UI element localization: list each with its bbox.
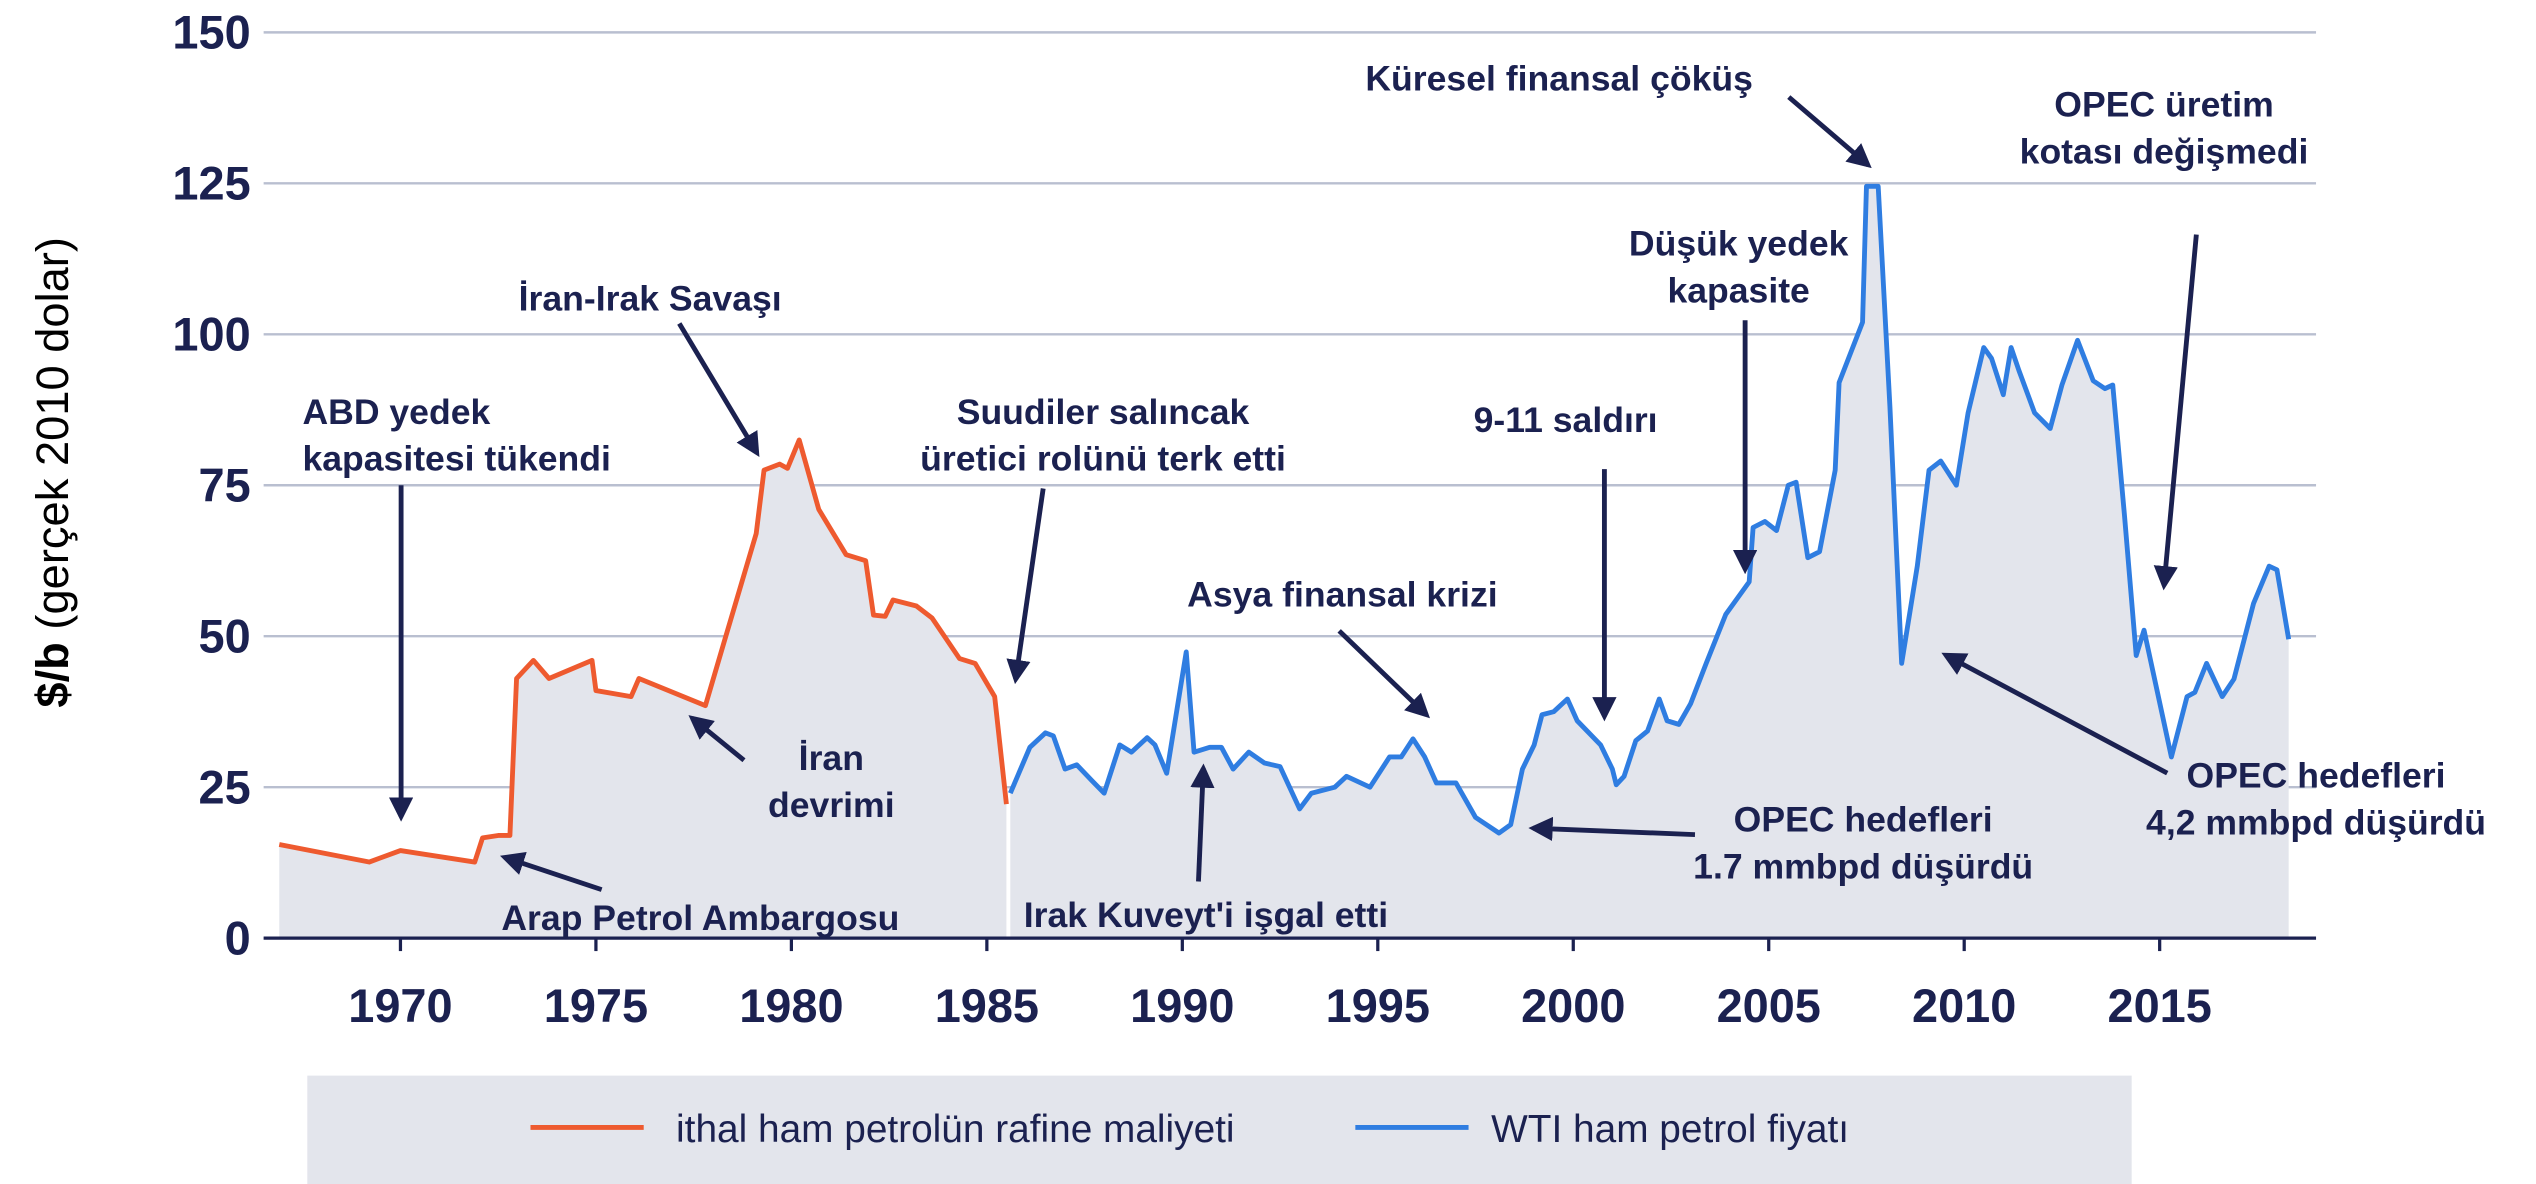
annotation: 9-11 saldırı [1474,400,1658,440]
x-tick-label: 1980 [739,980,843,1032]
annotation: İran [799,738,864,778]
annotation: kotası değişmedi [2020,131,2309,171]
annotation-arrow [1190,763,1215,882]
y-tick-label: 25 [199,761,251,813]
annotation: 4,2 mmbpd düşürdü [2146,803,2486,843]
x-tick-label: 2010 [1912,980,2016,1032]
legend-label: WTI ham petrol fiyatı [1491,1108,1849,1151]
annotation: ABD yedek [302,392,490,432]
line [1008,183,2292,836]
x-tick-label: 1975 [544,980,648,1032]
annotation-arrow [2153,234,2199,591]
annotation: devrimi [768,785,895,825]
annotation-arrow [1787,95,1872,169]
legend-label: ithal ham petrolün rafine maliyeti [676,1108,1235,1151]
area [1010,186,2289,939]
line [278,437,1009,865]
y-tick-label: 0 [225,912,251,964]
annotation: 1.7 mmbpd düşürdü [1693,846,2033,886]
annotation-arrow [677,322,760,458]
x-tick-label: 1990 [1130,980,1234,1032]
annotation-arrow [1337,629,1430,719]
y-tick-label: 125 [172,157,250,209]
area [279,439,1007,939]
y-tick-label: 50 [199,610,251,662]
x-tick-label: 2015 [2108,980,2212,1032]
y-axis-unit: $/b [27,642,78,707]
annotation: OPEC hedefleri [2187,756,2446,796]
annotation-arrow [1006,488,1046,685]
annotation: üretici rolünü terk etti [920,439,1286,479]
annotation-arrow [688,715,746,763]
annotation: kapasitesi tükendi [302,439,610,479]
x-tick-label: 1995 [1326,980,1430,1032]
x-tick-label: 2000 [1521,980,1625,1032]
y-tick-label: 100 [172,308,250,360]
y-tick-label: 75 [199,459,251,511]
annotation: Irak Kuveyt'i işgal etti [1024,895,1388,935]
annotation-arrow [500,851,603,892]
annotation: kapasite [1667,270,1809,310]
annotation: OPEC üretim [2054,84,2273,124]
annotation: Asya finansal krizi [1187,575,1497,615]
x-tick-label: 2005 [1717,980,1821,1032]
annotation-arrow [1528,816,1696,842]
annotation-arrow [1941,652,2169,776]
annotation: Suudiler salıncak [957,392,1250,432]
annotation: İran-Irak Savaşı [519,279,782,319]
y-tick-label: 150 [172,7,250,59]
x-tick-label: 1970 [348,980,452,1032]
annotation: OPEC hedefleri [1734,799,1993,839]
annotation: Arap Petrol Ambargosu [501,898,899,938]
annotation: Küresel finansal çöküş [1365,59,1753,99]
annotation: Düşük yedek [1629,224,1849,264]
y-axis-label: $/b (gerçek 2010 dolar) [27,237,78,708]
y-axis-text: (gerçek 2010 dolar) [27,237,78,630]
x-tick-label: 1985 [935,980,1039,1032]
